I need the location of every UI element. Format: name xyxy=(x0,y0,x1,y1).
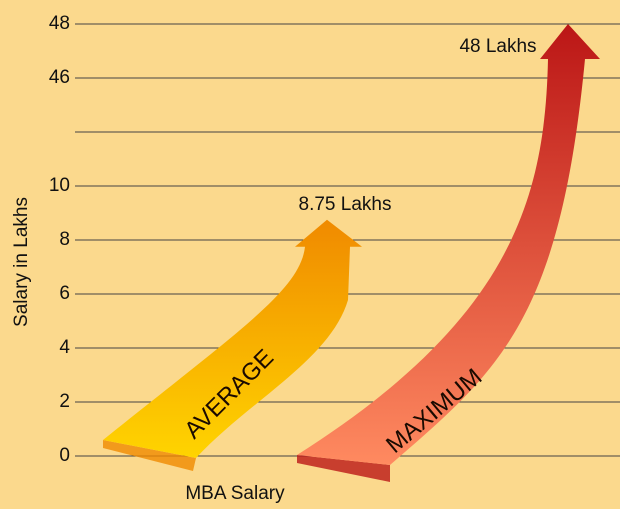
y-tick-label: 48 xyxy=(49,13,70,34)
y-axis-label: Salary in Lakhs xyxy=(11,197,32,327)
x-axis-label: MBA Salary xyxy=(185,483,285,504)
y-tick-label: 0 xyxy=(59,445,70,466)
value-label: 48 Lakhs xyxy=(459,36,536,57)
y-tick-label: 10 xyxy=(49,175,70,196)
y-tick-label: 6 xyxy=(59,283,70,304)
chart: Salary in Lakhs MBA Salary 02468104648AV… xyxy=(0,0,620,509)
y-tick-label: 46 xyxy=(49,67,70,88)
y-tick-label: 2 xyxy=(59,391,70,412)
value-label: 8.75 Lakhs xyxy=(299,194,392,215)
y-tick-label: 8 xyxy=(59,229,70,250)
y-tick-label: 4 xyxy=(59,337,70,358)
